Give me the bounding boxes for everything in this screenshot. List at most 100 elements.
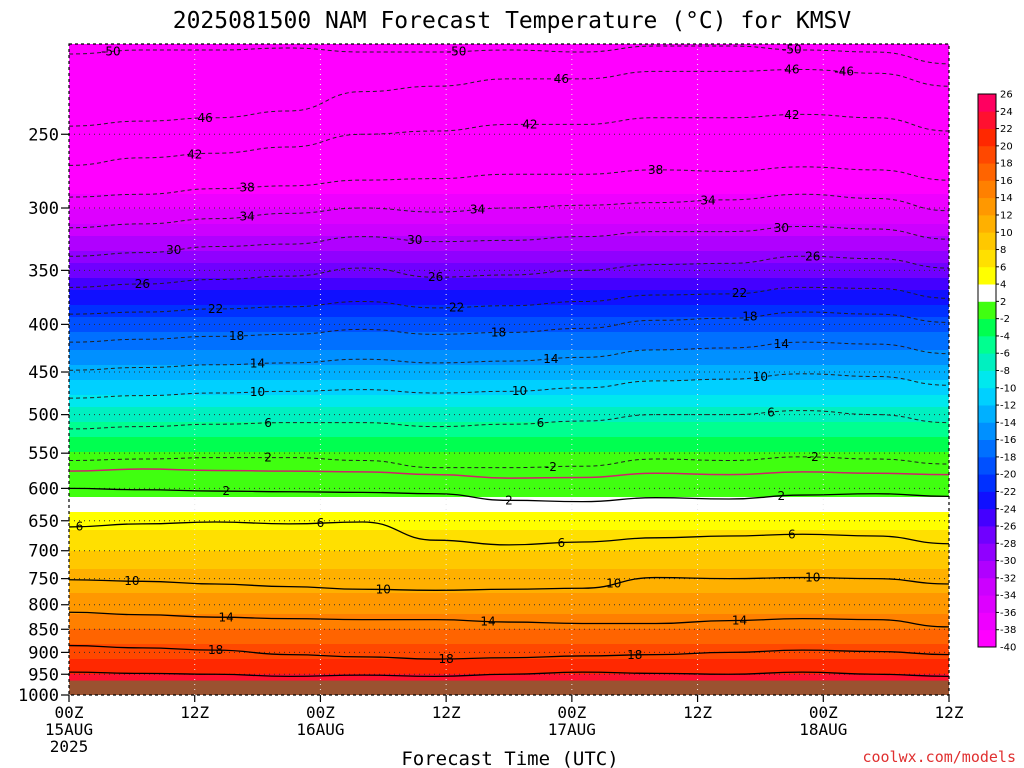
temperature-band [69,95,949,99]
y-tick-label: 500 [28,406,59,426]
x-year-label: 2025 [50,737,89,756]
temperature-band [69,329,949,333]
isotherm-line [69,255,949,288]
temperature-band [69,152,949,156]
temperature-band [69,434,949,438]
y-tick-label: 600 [28,479,59,499]
isotherm-label: 38 [648,163,663,177]
temperature-band [69,356,949,360]
temperature-band [69,566,949,570]
temperature-band [69,341,949,345]
temperature-band [69,176,949,180]
temperature-band [69,617,949,621]
x-axis-label: Forecast Time (UTC) [401,748,618,768]
temperature-band [69,398,949,402]
isotherm-label: 2 [505,493,513,507]
colorbar-swatch [978,560,996,579]
isotherm-label: 22 [208,302,223,316]
temperature-band [69,284,949,288]
temperature-band [69,290,949,294]
temperature-band [69,599,949,603]
temperature-band [69,509,949,513]
colorbar-label: -16 [1000,435,1016,446]
temperature-band [69,671,949,675]
temperature-band [69,170,949,174]
isotherm-label: 6 [76,519,84,533]
temperature-band [69,131,949,135]
isotherm-line [69,286,949,315]
temperature-band [69,554,949,558]
temperature-band [69,245,949,249]
colorbar-label: 4 [1000,280,1006,291]
temperature-band [69,44,949,48]
ground-below-surface [69,680,949,695]
temperature-band [69,218,949,222]
isotherm-label: 42 [522,117,537,131]
temperature-band [69,242,949,246]
temperature-band [69,221,949,225]
temperature-band [69,551,949,555]
isotherm-label: 34 [700,194,715,208]
isotherm-label: 30 [407,233,422,247]
temperature-band [69,668,949,672]
colorbar-label: -18 [1000,452,1016,463]
temperature-band [69,110,949,114]
temperature-band [69,395,949,399]
isotherm-label: 2 [264,451,272,465]
temperature-band [69,380,949,384]
colorbar-swatch [978,387,996,406]
isotherm-line [69,166,949,198]
temperature-band [69,257,949,261]
colorbar-label: 22 [1000,124,1013,135]
temperature-band [69,149,949,153]
isotherm-label: 10 [250,385,265,399]
temperature-band [69,365,949,369]
temperature-band [69,65,949,69]
isotherm-label: 30 [774,221,789,235]
temperature-band [69,608,949,612]
x-tick-label: 00Z [55,703,84,722]
isotherm-label: 18 [208,643,223,657]
temperature-band [69,125,949,129]
x-tick-label: 12Z [432,703,461,722]
temperature-band [69,326,949,330]
y-tick-label: 300 [28,199,59,219]
colorbar-swatch [978,370,996,389]
isotherm-contours: -50 -50 -50 46 46 46 -46 42 42 42 38 38 34 34 34 30 30 30… [69,44,949,678]
colorbar: -40-38-36-34-32-30-28-26-24-22-20-18-16-… [977,90,1016,654]
y-tick-label: 950 [28,665,59,685]
temperature-band [69,278,949,282]
isotherm-label: -50 [101,45,121,59]
temperature-band [69,479,949,483]
temperature-band [69,260,949,264]
isotherm-label: 14 [480,614,495,628]
temperature-band [69,119,949,123]
colorbar-swatch [978,163,996,181]
y-tick-label: 350 [28,261,59,281]
temperature-band [69,200,949,204]
y-tick-label: 850 [28,620,59,640]
credit-text[interactable]: coolwx.com/models [862,748,1016,766]
colorbar-label: -40 [1000,643,1016,654]
temperature-band [69,506,949,510]
colorbar-swatch [978,335,996,354]
isotherm-label: 10 [376,583,391,597]
temperature-band [69,215,949,219]
isotherm-label: 10 [512,384,527,398]
temperature-band [69,665,949,669]
temperature-band [69,605,949,609]
x-tick-label: 12Z [683,703,712,722]
x-date-label: 15AUG [45,720,93,739]
isotherm-label: 18 [439,652,454,666]
temperature-band [69,230,949,234]
temperature-band [69,452,949,456]
isotherm-label: 18 [229,329,244,343]
temperature-band [69,440,949,444]
temperature-band [69,533,949,537]
temperature-band [69,572,949,576]
x-date-label: 18AUG [799,720,847,739]
isotherm-label: 6 [264,416,272,430]
temperature-fill [69,44,949,695]
temperature-band [69,266,949,270]
isotherm-label: 6 [558,536,566,550]
